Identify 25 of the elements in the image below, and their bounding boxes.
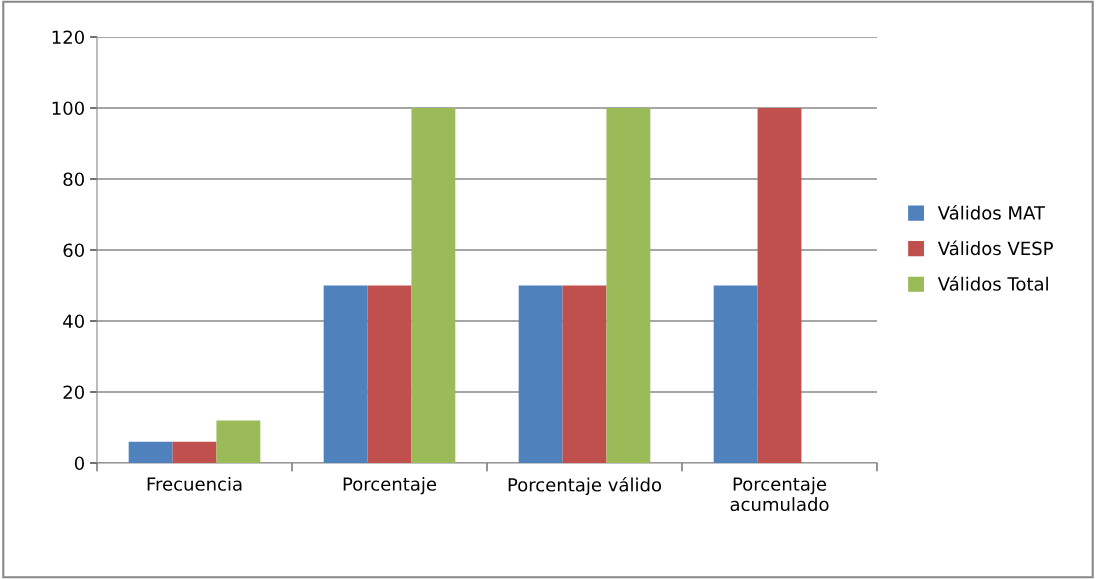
bar	[323, 285, 368, 463]
y-tick-label: 0	[74, 456, 84, 471]
bar	[411, 108, 456, 463]
bar	[606, 108, 651, 463]
bar	[128, 441, 173, 463]
x-tick-label: Porcentaje	[343, 476, 437, 495]
legend-label: Válidos MAT	[937, 205, 1046, 220]
bar	[757, 108, 802, 463]
bar	[518, 285, 563, 463]
bar	[216, 420, 261, 463]
bar	[172, 441, 217, 463]
x-tick-label: Porcentaje acumulado	[730, 476, 829, 512]
y-tick-label: 80	[63, 172, 84, 187]
y-tick-label: 120	[52, 30, 84, 45]
y-tick-label: 40	[63, 314, 84, 329]
bar	[713, 285, 758, 463]
y-tick-label: 20	[63, 385, 84, 400]
legend-label: Válidos VESP	[937, 240, 1053, 256]
bar	[367, 285, 412, 463]
legend-label: Válidos Total	[937, 276, 1048, 291]
x-tick-label: Frecuencia	[147, 476, 242, 491]
y-tick-label: 100	[52, 101, 84, 116]
x-tick-label: Porcentaje válido	[508, 476, 662, 496]
bar	[562, 285, 607, 463]
y-tick-label: 60	[63, 243, 84, 258]
